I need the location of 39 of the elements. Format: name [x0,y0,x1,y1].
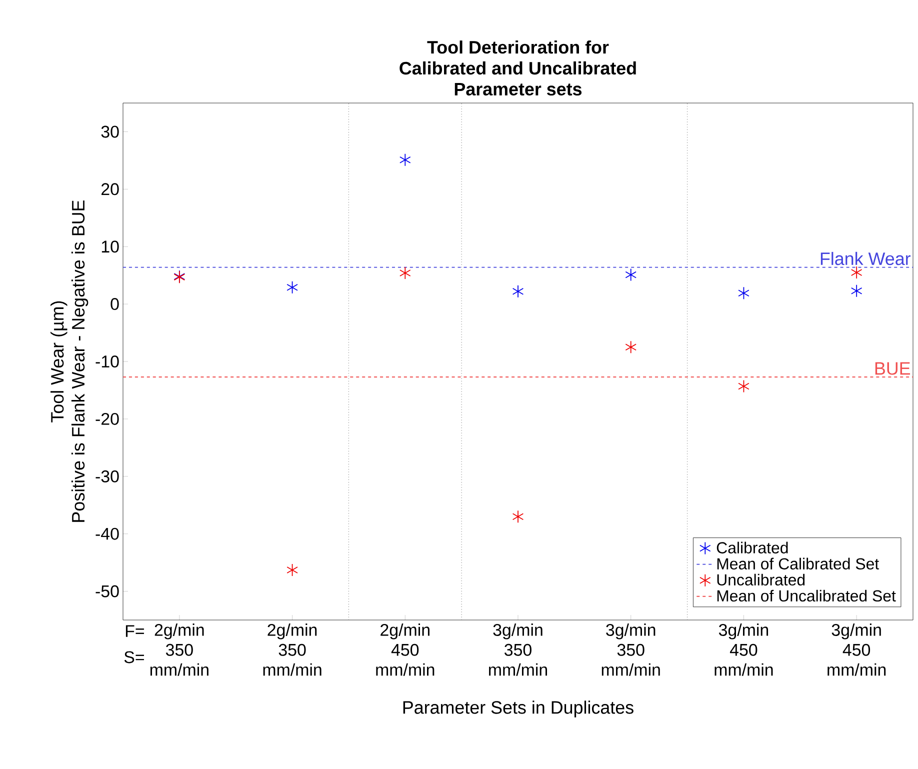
y-tick-label: -40 [96,528,119,540]
point [512,284,524,298]
y-tick-label: 10 [102,240,119,253]
point [625,268,637,282]
point [850,266,862,279]
legend-label: Mean of Calibrated Set [717,558,879,570]
x-tick-label: 2g/min 350 mm/min [150,624,208,676]
point [400,153,411,166]
x-axis-title: Parameter Sets in Duplicates [403,700,634,718]
y-tick-label: -30 [96,470,119,482]
y-axis-title: Tool Wear (µm) Positive is Flank Wear - Negative is BUE [50,200,88,522]
y-tick-label: -10 [96,356,119,368]
point [512,510,524,524]
legend-label: Mean of Uncalibrated Set [717,590,896,602]
text: S= [124,651,144,664]
x-tick-label: 3g/min 450 mm/min [714,624,773,676]
y-tick-label: -50 [96,585,119,598]
legend-label: Uncalibrated [717,574,805,586]
point [625,340,637,354]
point [286,280,298,294]
point [286,564,298,576]
point [738,286,750,300]
x-tick-label: 3g/min 350 mm/min [489,624,547,676]
y-tick-label: 0 [110,298,119,310]
x-tick-label: 2g/min 350 mm/min [263,624,322,676]
x-tick-label: 2g/min 450 mm/min [376,624,434,676]
y-tick-label: 20 [102,183,119,196]
point [850,284,862,298]
chart-title: Tool Deterioration for Calibrated and Uncalibrated Parameter sets [400,40,636,96]
point [738,380,750,393]
x-tick-label: 3g/min 350 mm/min [602,624,660,676]
x-tick-label: 3g/min 450 mm/min [828,624,886,676]
point [400,266,411,280]
legend-label: Calibrated [716,542,788,554]
annotation: Flank Wear [820,252,910,266]
text: F= [126,625,144,637]
y-tick-label: -20 [96,412,119,425]
annotation: BUE [875,362,910,375]
y-tick-label: 30 [101,126,119,138]
